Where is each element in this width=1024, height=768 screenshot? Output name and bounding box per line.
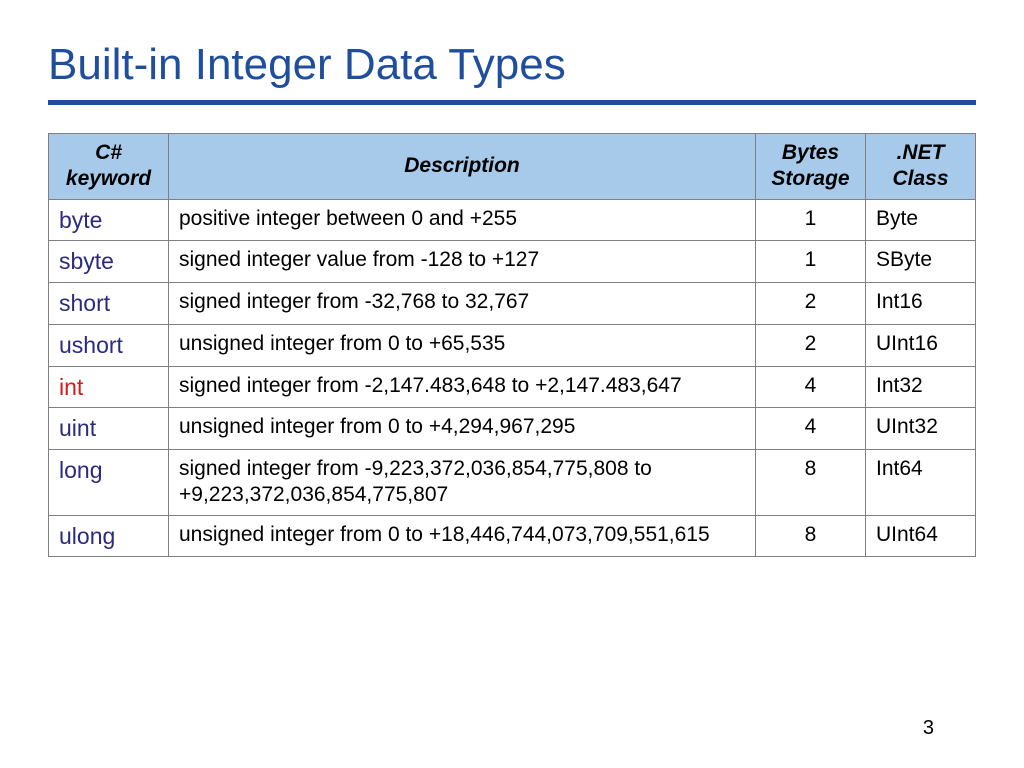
table-row: short signed integer from -32,768 to 32,… <box>49 283 976 325</box>
cell-keyword: long <box>49 450 169 516</box>
cell-class: UInt64 <box>866 515 976 557</box>
cell-class: SByte <box>866 241 976 283</box>
cell-class: Int32 <box>866 366 976 408</box>
page-number: 3 <box>923 717 934 740</box>
cell-description: signed integer from -2,147.483,648 to +2… <box>169 366 756 408</box>
col-header-class: .NET Class <box>866 134 976 200</box>
table-row: sbyte signed integer value from -128 to … <box>49 241 976 283</box>
cell-class: UInt32 <box>866 408 976 450</box>
cell-class: Int16 <box>866 283 976 325</box>
table-header-row: C# keyword Description Bytes Storage .NE… <box>49 134 976 200</box>
table-row: ushort unsigned integer from 0 to +65,53… <box>49 324 976 366</box>
cell-keyword: uint <box>49 408 169 450</box>
slide: Built-in Integer Data Types C# keyword D… <box>0 0 1024 768</box>
cell-description: unsigned integer from 0 to +18,446,744,0… <box>169 515 756 557</box>
table-row: uint unsigned integer from 0 to +4,294,9… <box>49 408 976 450</box>
datatype-table: C# keyword Description Bytes Storage .NE… <box>48 133 976 557</box>
cell-keyword: ulong <box>49 515 169 557</box>
cell-description: signed integer from -9,223,372,036,854,7… <box>169 450 756 516</box>
cell-description: signed integer from -32,768 to 32,767 <box>169 283 756 325</box>
cell-bytes: 4 <box>756 366 866 408</box>
cell-keyword: ushort <box>49 324 169 366</box>
cell-bytes: 2 <box>756 324 866 366</box>
table-row: long signed integer from -9,223,372,036,… <box>49 450 976 516</box>
col-header-bytes: Bytes Storage <box>756 134 866 200</box>
cell-description: signed integer value from -128 to +127 <box>169 241 756 283</box>
cell-bytes: 2 <box>756 283 866 325</box>
cell-description: unsigned integer from 0 to +65,535 <box>169 324 756 366</box>
cell-keyword: byte <box>49 199 169 241</box>
cell-bytes: 4 <box>756 408 866 450</box>
cell-bytes: 8 <box>756 515 866 557</box>
table-row: ulong unsigned integer from 0 to +18,446… <box>49 515 976 557</box>
cell-class: UInt16 <box>866 324 976 366</box>
cell-description: positive integer between 0 and +255 <box>169 199 756 241</box>
cell-keyword: int <box>49 366 169 408</box>
title-rule <box>48 100 976 105</box>
cell-bytes: 1 <box>756 199 866 241</box>
cell-keyword: sbyte <box>49 241 169 283</box>
cell-bytes: 1 <box>756 241 866 283</box>
cell-class: Int64 <box>866 450 976 516</box>
table-row: byte positive integer between 0 and +255… <box>49 199 976 241</box>
cell-bytes: 8 <box>756 450 866 516</box>
col-header-description: Description <box>169 134 756 200</box>
cell-class: Byte <box>866 199 976 241</box>
slide-title: Built-in Integer Data Types <box>48 40 976 90</box>
table-row: int signed integer from -2,147.483,648 t… <box>49 366 976 408</box>
cell-keyword: short <box>49 283 169 325</box>
cell-description: unsigned integer from 0 to +4,294,967,29… <box>169 408 756 450</box>
col-header-keyword: C# keyword <box>49 134 169 200</box>
